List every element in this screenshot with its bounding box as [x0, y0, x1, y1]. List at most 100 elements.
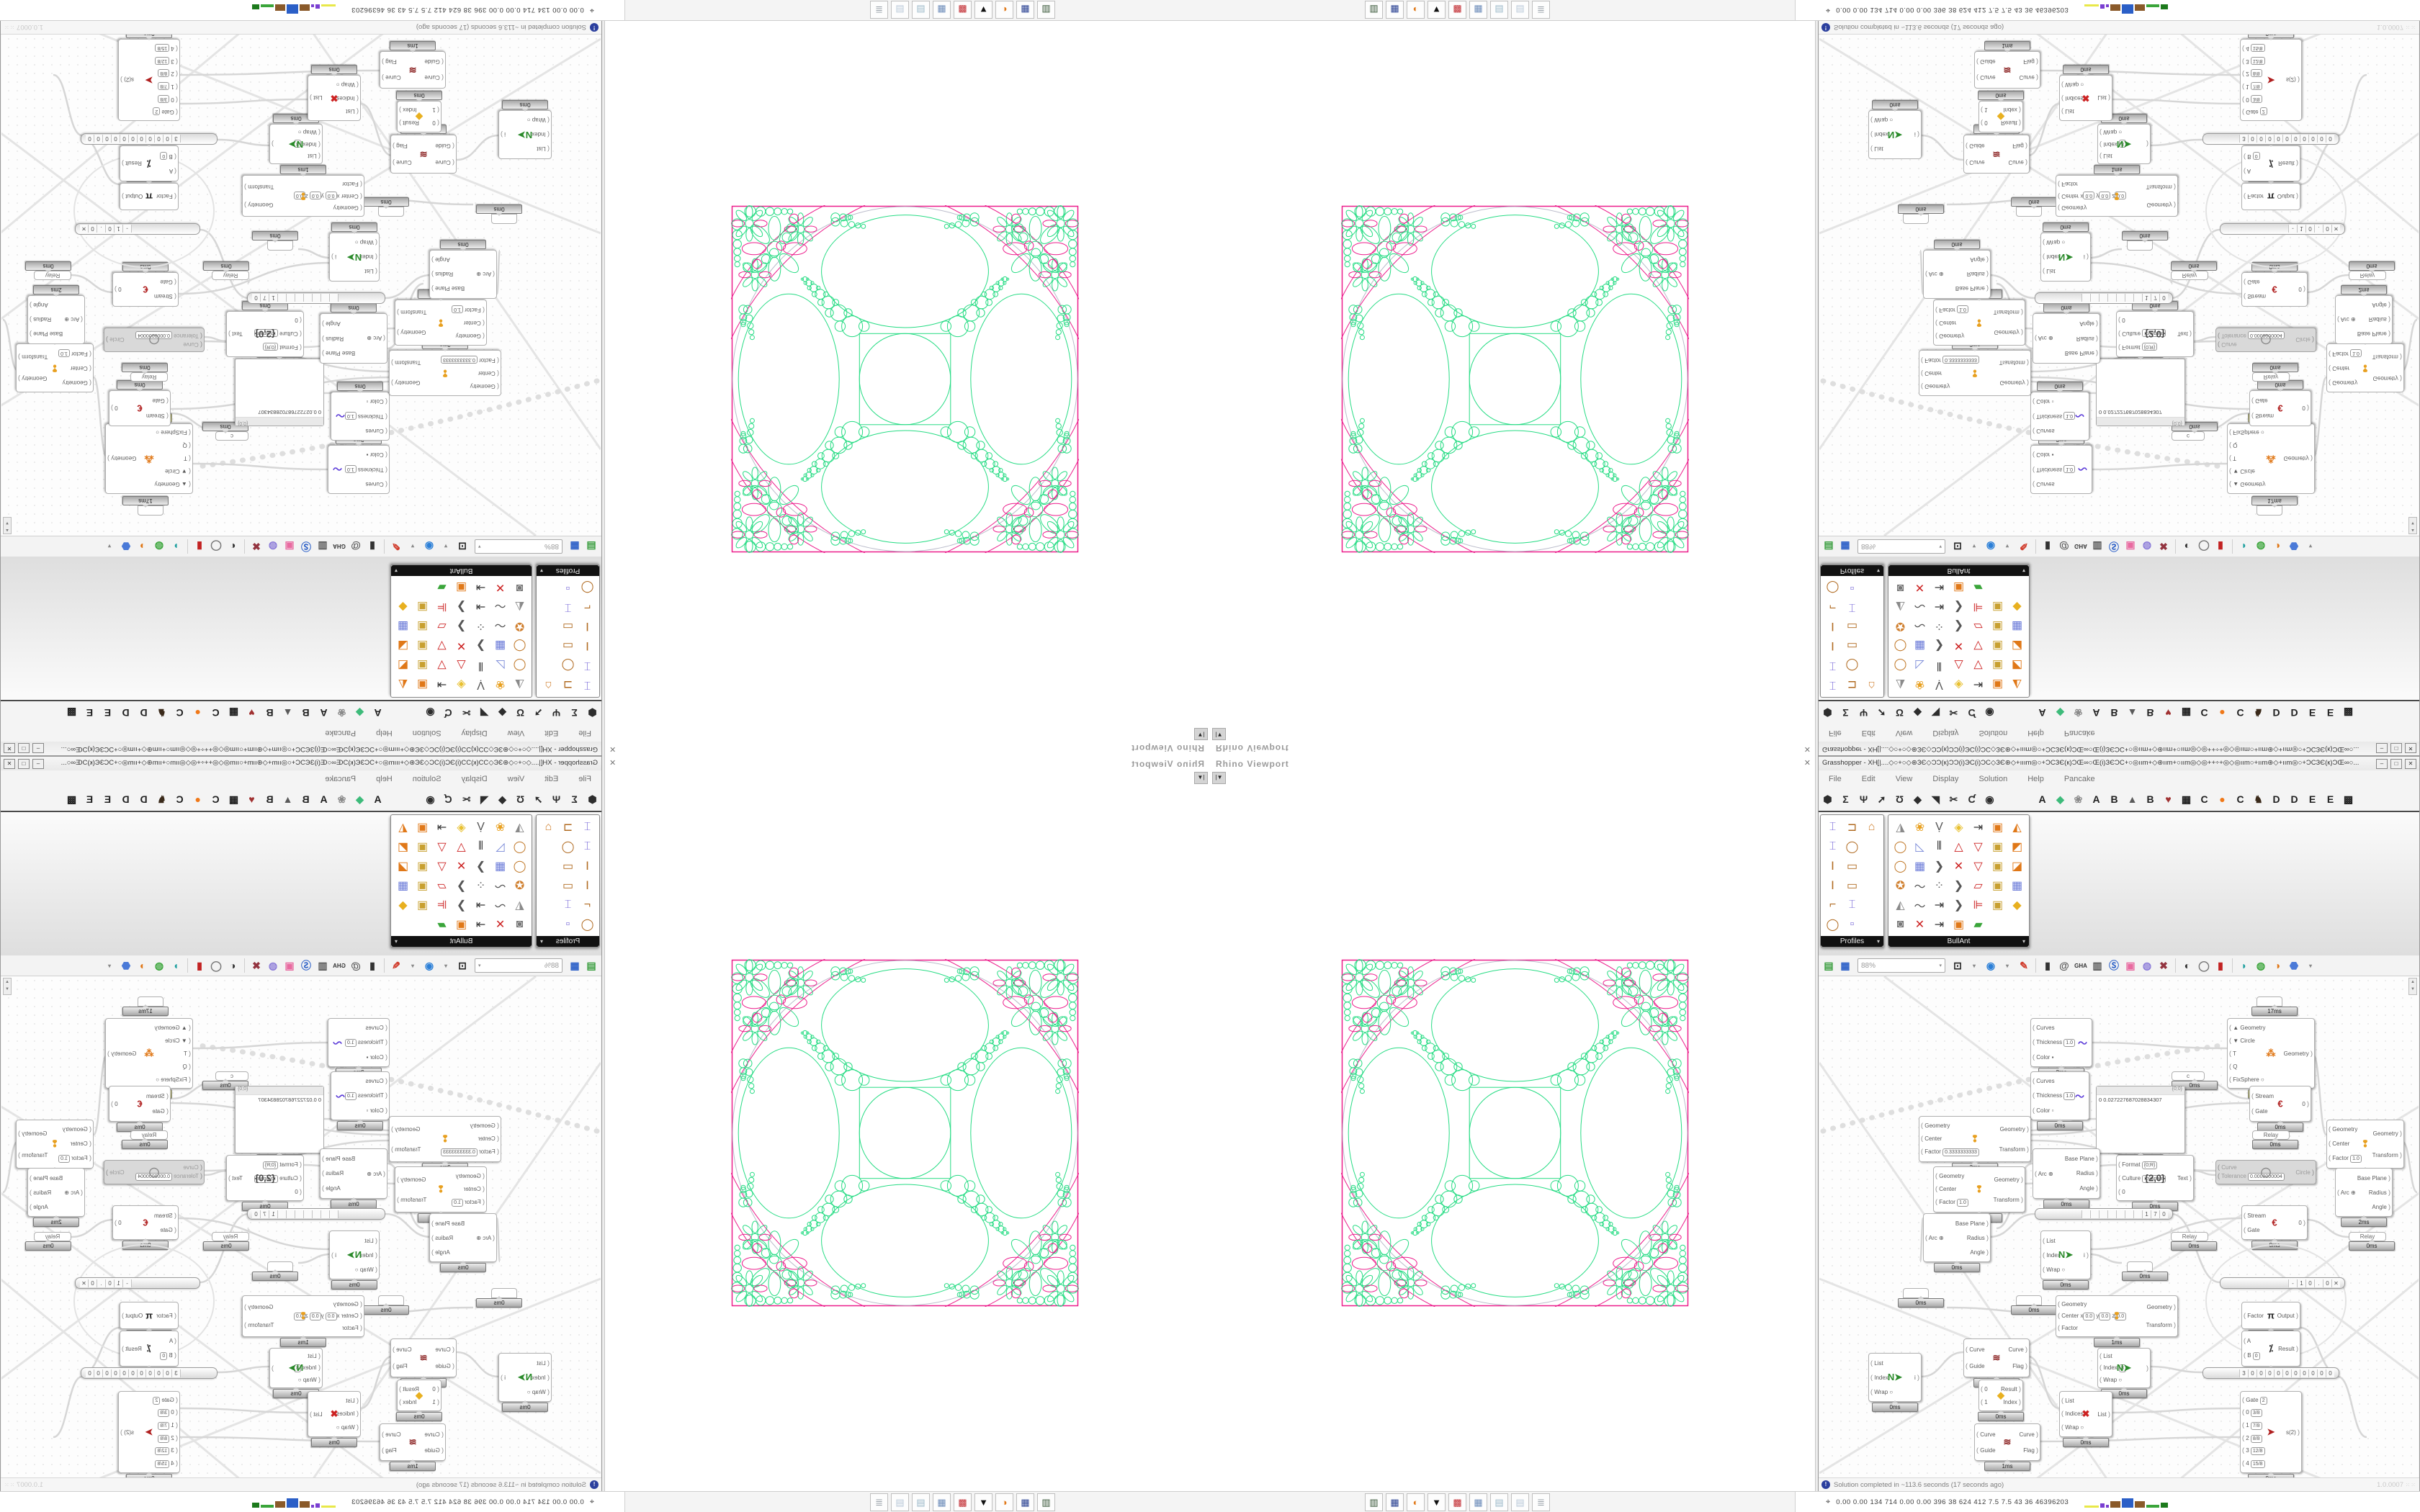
category-tab-icon[interactable]: Ʊ [516, 793, 525, 805]
gh-component[interactable]: ( Geometry( Center x0.0 y0.0 z0.0( Facto… [242, 165, 364, 217]
category-tab-icon[interactable]: ◉ [426, 707, 435, 719]
category-tab-icon[interactable]: Σ [1842, 793, 1849, 805]
component-icon[interactable]: ✕ [1953, 639, 1964, 652]
green-sphere-icon[interactable]: ◍ [2256, 959, 2266, 971]
component-icon[interactable]: ⌂ [544, 820, 552, 833]
component-icon[interactable]: ▣ [455, 581, 467, 594]
timing-stub-node[interactable]: 0ms [476, 204, 522, 224]
data-panel-node[interactable]: {0;0}0 0.0272276870288343070ms [235, 348, 324, 426]
timing-stub-node[interactable]: 17ms [122, 996, 169, 1016]
minimize-icon[interactable]: – [2376, 743, 2388, 753]
category-tab-icon[interactable]: ✂ [462, 707, 471, 719]
gh-component[interactable]: ( 0( 1 ◆ Result ) Index ) 0ms [1978, 91, 2024, 132]
plugin-tab[interactable]: ♥ [248, 793, 255, 805]
gh-component[interactable]: ( Curves( Thickness 1.0( Color ▪〜2ms [2030, 1018, 2092, 1077]
component-icon[interactable]: ⇥ [475, 581, 486, 594]
gh-component[interactable]: ( List( Index( Wrap ○ N➤ i ) 0ms [1868, 100, 1922, 159]
gh-component[interactable]: ( Curve( Guide ≋ Curve ) Flag ) 1ms [380, 1423, 446, 1471]
gh-component[interactable]: ( Arc ⊕ Base Plane ) Radius ) Angle ) 0ms [320, 1148, 387, 1209]
component-icon[interactable]: ◆ [398, 899, 408, 912]
dropdown-icon[interactable]: ▾ [2005, 962, 2009, 969]
menu-item-file[interactable]: File [1829, 729, 1842, 737]
menu-item-edit[interactable]: Edit [1861, 729, 1876, 737]
grasshopper-titlebar[interactable]: Grasshopper - XH[|....◇○+○◇⊛ЗЄ◇ƆƆ(к)ƆƆ(і… [1, 757, 601, 771]
component-icon[interactable]: ✕ [456, 639, 467, 652]
search-icon[interactable]: Ⓢ [301, 541, 311, 552]
plugin-tab[interactable]: ❀ [2074, 707, 2083, 719]
component-icon[interactable]: ⌶ [564, 898, 572, 911]
zoom-dropdown[interactable]: 88% ▾ [1857, 958, 1945, 973]
heptagon-icon[interactable]: ⬣ [121, 541, 131, 553]
category-tab-icon[interactable]: ◉ [1985, 707, 1994, 719]
plugin-tab[interactable]: C [2236, 793, 2244, 805]
component-icon[interactable]: ✪ [1895, 879, 1906, 892]
firefox-icon[interactable]: ◐ [1407, 1, 1425, 19]
plugin-tab[interactable]: E [2326, 707, 2334, 719]
plugin-tab[interactable]: B [2110, 707, 2118, 719]
plugin-tab[interactable]: ♥ [2165, 793, 2172, 805]
digit-scroller[interactable]: -1 0. 0 ✕ [75, 223, 200, 235]
zoom-dropdown[interactable]: 88% ▾ [475, 958, 563, 973]
component-icon[interactable]: ◮ [1896, 678, 1905, 691]
component-icon[interactable]: ◪ [397, 860, 409, 873]
gh-component[interactable]: ( Geometry( Center( Factor 1.0 ❢ Geometry … [16, 333, 94, 392]
plugin-tab[interactable]: D [2272, 707, 2280, 719]
zoom-dropdown[interactable]: 88% ▾ [1857, 539, 1945, 554]
plugin-tab[interactable]: A [2038, 707, 2046, 719]
component-icon[interactable]: ◭ [515, 899, 524, 912]
canvas-scroll-buttons[interactable]: ▲ ▼ [2408, 517, 2417, 534]
sketch-pencil-icon[interactable]: ✎ [392, 541, 400, 553]
plugin-tab[interactable]: D [2290, 793, 2298, 805]
timing-stub-node[interactable]: 17ms [2251, 496, 2298, 516]
plugin-tab[interactable]: D [122, 793, 130, 805]
search-icon[interactable]: Ⓢ [2109, 541, 2119, 552]
component-icon[interactable]: ❯ [475, 860, 486, 873]
menu-item-view[interactable]: View [507, 729, 525, 737]
plugin-tab[interactable]: B [302, 793, 310, 805]
component-icon[interactable]: ▣ [1953, 918, 1965, 931]
plugin-tab[interactable]: ♞ [2254, 793, 2263, 805]
timing-stub-node[interactable]: 0ms [1898, 1288, 1944, 1308]
component-icon[interactable]: ▣ [1991, 639, 2004, 652]
save-file-icon[interactable]: ▦ [1840, 541, 1850, 553]
capture-icon[interactable]: ▥ [2092, 541, 2102, 553]
gha-icon[interactable]: GHA [2074, 543, 2087, 550]
heptagon-icon[interactable]: ⬣ [121, 959, 131, 971]
component-icon[interactable]: ◯ [513, 639, 526, 652]
component-icon[interactable]: △ [1954, 840, 1963, 853]
relay-node[interactable]: Relay 0ms [203, 261, 249, 280]
component-icon[interactable]: ▦ [2011, 620, 2023, 633]
zoom-extents-icon[interactable]: ⊡ [1953, 541, 1962, 553]
apollonian-fractal-canvas[interactable] [1340, 202, 1690, 554]
gh-component[interactable]: ( Curve( Guide ≋ Curve ) Flag ) 1ms [380, 41, 446, 89]
digit-scroller[interactable]: -1 0. 0 ✕ [2220, 223, 2345, 235]
component-icon[interactable]: ✕ [1914, 581, 1925, 594]
component-icon[interactable]: ⌶ [1829, 820, 1837, 833]
internalise-icon[interactable]: @ [2059, 541, 2069, 552]
timing-stub-node[interactable]: 0ms [2011, 1295, 2057, 1315]
gh-component[interactable]: ( Stream( Gate €0 ) 0ms [112, 1205, 179, 1250]
capture-icon[interactable]: ▥ [2092, 959, 2102, 971]
plugin-tab[interactable]: ❀ [337, 793, 346, 805]
component-icon[interactable]: ⊫ [1973, 600, 1984, 613]
component-icon[interactable]: ◮ [1896, 821, 1905, 834]
menu-item-pancake[interactable]: Pancake [2063, 775, 2095, 783]
component-icon[interactable]: ◺ [1915, 840, 1924, 853]
component-icon[interactable]: ◯ [1894, 860, 1907, 873]
timing-stub-node[interactable]: 0ms [2011, 197, 2057, 217]
category-tab-icon[interactable]: ◆ [1914, 707, 1922, 719]
gh-component[interactable]: ( Geometry( Center( Factor 0.3333333333 ❢… [1919, 340, 2031, 396]
gh-component[interactable]: ( Curve( Tolerance 0.0000000004 ◯ Circle ) [2215, 1160, 2316, 1184]
gh-component[interactable]: ( Gate 2( 0 3/8( 1 7/8( 2 8/8( 3 12/8( 4… [118, 1391, 180, 1480]
component-icon[interactable]: ❀ [495, 678, 506, 691]
component-icon[interactable]: 〜 [494, 900, 506, 913]
dropdown-icon[interactable]: ▾ [411, 543, 415, 550]
plugin-tab[interactable]: E [2308, 793, 2316, 805]
component-icon[interactable]: ◭ [515, 600, 524, 613]
plugin-tab[interactable]: A [2092, 793, 2100, 805]
red-cylinder-icon[interactable]: ▮ [197, 541, 202, 553]
category-tab-icon[interactable]: Ƈ [444, 707, 452, 719]
component-icon[interactable]: ❀ [1914, 821, 1925, 834]
component-icon[interactable]: Ṿ [477, 820, 485, 833]
